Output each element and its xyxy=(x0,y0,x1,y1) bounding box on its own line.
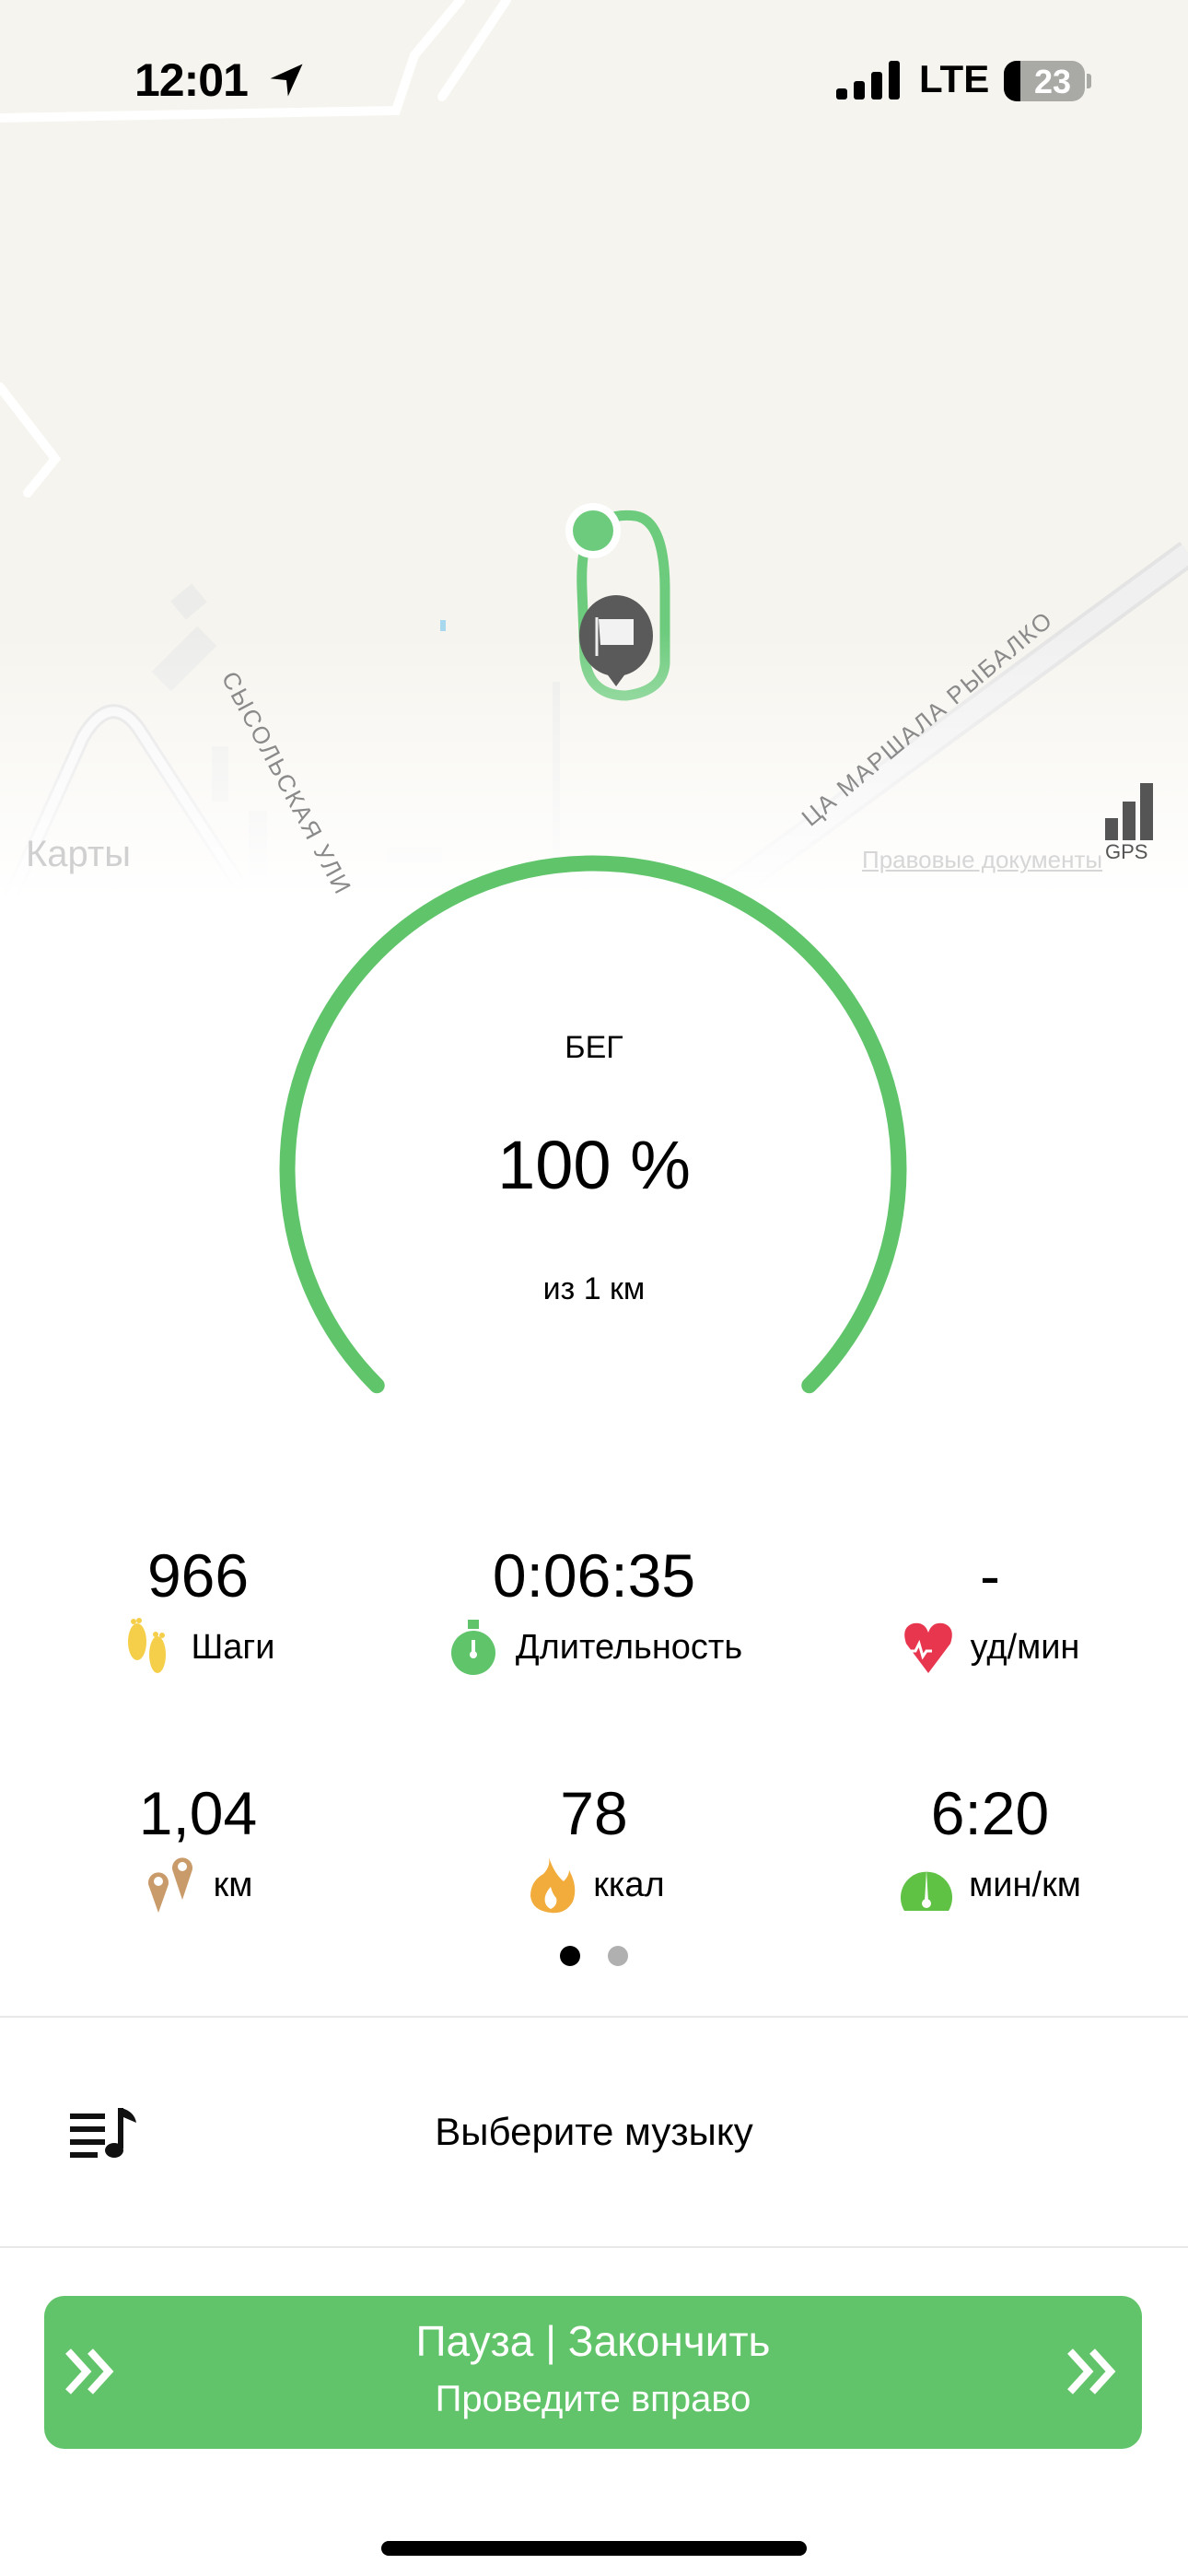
stat-value: 78 xyxy=(560,1779,628,1847)
flag-marker-icon[interactable] xyxy=(579,595,653,686)
stat-value: 1,04 xyxy=(138,1779,258,1847)
stat-calories: 78 ккал xyxy=(396,1776,792,1914)
stat-value: 6:20 xyxy=(930,1779,1050,1847)
page-indicator[interactable] xyxy=(0,1946,1188,1966)
music-playlist-icon xyxy=(70,2108,136,2158)
stat-label: ккал xyxy=(593,1865,665,1904)
stat-steps: 966 Шаги xyxy=(0,1539,396,1677)
double-chevron-right-icon xyxy=(1067,2348,1116,2395)
location-arrow-icon xyxy=(270,64,303,97)
stopwatch-icon xyxy=(450,1620,495,1675)
stat-distance: 1,04 км xyxy=(0,1776,396,1914)
stat-label: Длительность xyxy=(515,1627,743,1667)
network-type: LTE xyxy=(919,57,990,100)
route-map[interactable]: СЫСОЛЬСКАЯ УЛИ ЦА МАРШАЛА РЫБАЛКО xyxy=(0,0,1188,898)
heart-rate-icon xyxy=(903,1622,952,1673)
maps-attribution: Карты xyxy=(26,834,131,874)
stat-duration: 0:06:35 Длительность xyxy=(396,1539,792,1677)
flame-icon xyxy=(530,1857,576,1914)
stat-label: мин/км xyxy=(969,1865,1081,1904)
progress-percent: 100 % xyxy=(497,1127,691,1203)
battery-icon: 23 xyxy=(1004,61,1085,101)
page-dot[interactable] xyxy=(608,1946,628,1966)
stat-label: км xyxy=(213,1865,253,1904)
speedometer-icon xyxy=(901,1870,953,1911)
stat-value: 966 xyxy=(146,1541,250,1610)
stat-label: уд/мин xyxy=(970,1627,1080,1667)
stat-value: 0:06:35 xyxy=(492,1541,696,1610)
footprints-icon xyxy=(128,1618,167,1673)
swipe-title: Пауза | Закончить xyxy=(415,2317,771,2365)
swipe-pause-finish-button[interactable]: Пауза | Закончить Проведите вправо xyxy=(44,2296,1142,2449)
legal-link[interactable]: Правовые документы xyxy=(862,846,1103,873)
stat-label: Шаги xyxy=(191,1627,275,1667)
stat-value: - xyxy=(980,1541,1000,1610)
battery-cap xyxy=(1087,74,1091,88)
stat-pace: 6:20 мин/км xyxy=(792,1776,1188,1914)
double-chevron-right-icon xyxy=(65,2348,114,2395)
home-indicator[interactable] xyxy=(381,2541,807,2556)
map-pins-icon xyxy=(147,1857,192,1913)
battery-level: 23 xyxy=(1033,63,1072,100)
page-dot-active[interactable] xyxy=(560,1946,580,1966)
gps-signal-icon xyxy=(1105,783,1153,840)
cellular-signal-icon xyxy=(836,61,900,100)
progress-goal: из 1 км xyxy=(542,1271,646,1306)
status-time: 12:01 xyxy=(134,54,249,106)
music-picker-row[interactable]: Выберите музыку xyxy=(0,2018,1188,2246)
apple-maps-logo: Карты xyxy=(26,834,131,875)
divider xyxy=(0,2246,1188,2248)
activity-type: БЕГ xyxy=(565,1030,623,1065)
divider xyxy=(0,2016,1188,2018)
music-label: Выберите музыку xyxy=(435,2110,753,2153)
swipe-subtitle: Проведите вправо xyxy=(435,2379,751,2419)
stat-heart-rate: - уд/мин xyxy=(792,1539,1188,1677)
gps-label: GPS xyxy=(1105,840,1148,863)
